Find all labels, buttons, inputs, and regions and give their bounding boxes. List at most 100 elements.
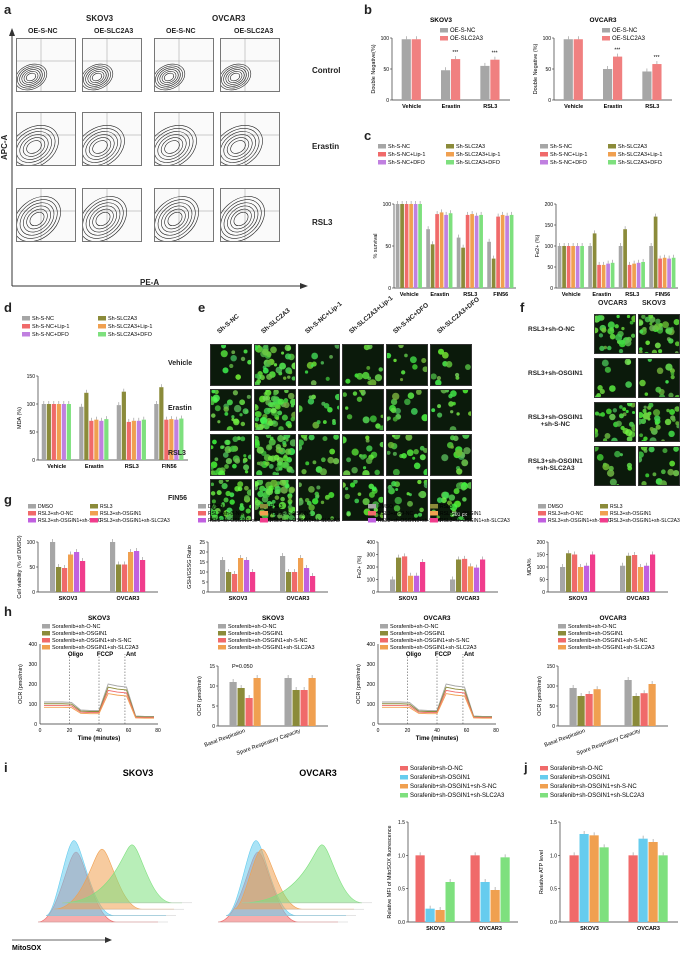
bar [445, 882, 455, 922]
cell [625, 409, 629, 414]
cell [258, 461, 264, 467]
y-tick-label: 25 [199, 540, 205, 546]
cell [346, 414, 353, 420]
legend-label: OE-SLC2A3 [450, 36, 484, 42]
microscopy-image [342, 344, 384, 386]
chart-group: 0.0 0.5 1.0 1.5 Relative MFI of MitoSOX fluo… [387, 820, 518, 932]
cell [665, 380, 669, 384]
cell [673, 447, 679, 452]
x-tick-label: RSL3 [625, 292, 639, 298]
cell [255, 373, 260, 379]
bar [474, 567, 480, 592]
cell [245, 508, 251, 514]
bar [300, 690, 308, 726]
legend-swatch [446, 144, 454, 149]
y-axis-label: Cell viability (% of DMSO) [17, 535, 23, 598]
bar [509, 214, 514, 288]
cell [626, 436, 633, 441]
cell [270, 513, 274, 518]
bar [624, 680, 632, 726]
legend-swatch [42, 645, 50, 650]
microscopy-row-label: RSL3+sh-OSGIN1 +sh-S-NC [528, 414, 583, 428]
cell [226, 399, 233, 406]
cell [448, 401, 454, 407]
cell [284, 345, 292, 352]
cell [599, 389, 605, 395]
panel-letter-d: d [4, 300, 12, 315]
contour-ring [229, 72, 241, 82]
microscopy-image [210, 344, 252, 386]
cell [462, 435, 470, 439]
bar [575, 246, 580, 288]
bar [409, 204, 413, 288]
cell [346, 457, 352, 463]
bar [126, 421, 131, 460]
bar [292, 690, 300, 726]
cell [243, 349, 248, 354]
cell [387, 485, 393, 491]
cell [618, 413, 624, 419]
cell [245, 516, 251, 520]
x-tick-label: OVCAR3 [457, 596, 480, 602]
cell [290, 404, 295, 408]
legend-label: DMSO [378, 504, 393, 510]
cell [409, 356, 417, 364]
cell [641, 439, 646, 441]
microscopy-row-label: RSL3+sh-O-NC [528, 326, 575, 333]
bar [470, 214, 474, 288]
cell [609, 478, 617, 485]
contour-ring [78, 128, 122, 166]
cell [224, 464, 229, 469]
cell [240, 421, 246, 427]
y-tick-label: 100 [543, 36, 552, 42]
cell [255, 345, 259, 351]
y-tick-label: 50 [547, 265, 553, 271]
bar [415, 855, 425, 922]
cell [308, 395, 313, 399]
cell [351, 466, 358, 474]
legend-label: RSL3+sh-OSGIN1+sh-SLC2A3 [610, 518, 680, 524]
contour-ring [14, 63, 48, 91]
bar [653, 216, 658, 288]
cell [255, 381, 260, 385]
panel-letter-f: f [520, 300, 525, 315]
cell [211, 504, 217, 509]
cell [625, 429, 633, 437]
contour-ring [157, 202, 193, 236]
y-tick-label: 100 [381, 36, 390, 42]
panel-letter-b: b [364, 2, 372, 17]
bar [179, 418, 184, 460]
x-tick-label: SKOV3 [569, 596, 588, 602]
cell [281, 351, 285, 355]
chart-title: OVCAR3 [599, 615, 626, 622]
cell [282, 455, 289, 462]
cell [285, 448, 292, 455]
cell [268, 485, 274, 491]
microscopy-image [342, 434, 384, 476]
injection-label: Ant [126, 652, 136, 658]
y-tick-label: 1.5 [398, 820, 405, 826]
cell [615, 420, 622, 427]
cell [655, 386, 662, 393]
contour-ring [226, 137, 250, 157]
legend-label: Sorafenib+sh-OSGIN1+sh-S-NC [228, 638, 308, 644]
cell [630, 333, 635, 338]
legend-swatch [260, 511, 268, 516]
bar [284, 678, 292, 726]
cell [211, 390, 216, 394]
cell [606, 469, 615, 477]
contour-ring [26, 140, 42, 154]
cell [211, 400, 215, 406]
cell [366, 366, 371, 370]
cell [398, 345, 404, 349]
legend-label: Sorafenib+sh-O-NC [52, 624, 100, 630]
cell [419, 445, 425, 451]
cell [640, 447, 648, 451]
cell [211, 499, 216, 504]
cell [463, 447, 471, 455]
chart-title: OVCAR3 [589, 17, 616, 24]
cell [631, 315, 635, 323]
legend-swatch [368, 518, 376, 523]
cell [269, 401, 276, 408]
legend-swatch [218, 624, 226, 629]
